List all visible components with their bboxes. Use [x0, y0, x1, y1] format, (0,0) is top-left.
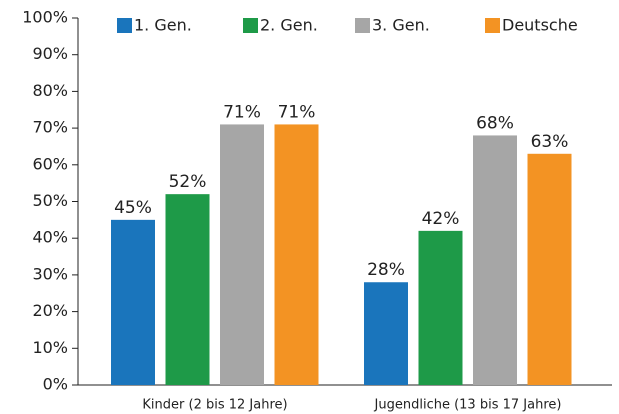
value-label: 63%: [531, 132, 569, 152]
legend-swatch: [355, 18, 370, 33]
y-tick-label: 0%: [43, 375, 68, 394]
y-tick-label: 100%: [22, 8, 68, 27]
y-tick-label: 50%: [32, 191, 68, 210]
value-label: 28%: [367, 260, 405, 280]
value-label: 71%: [278, 102, 316, 122]
value-label: 52%: [169, 172, 207, 192]
y-tick-label: 40%: [32, 228, 68, 247]
bar: [364, 282, 408, 385]
legend-label: 2. Gen.: [260, 16, 318, 35]
bar: [111, 219, 155, 385]
bar: [165, 194, 210, 385]
legend-swatch: [485, 18, 500, 33]
value-label: 45%: [114, 198, 152, 218]
value-label: 71%: [223, 102, 261, 122]
legend-swatch: [243, 18, 258, 33]
bar: [220, 124, 264, 386]
value-label: 68%: [476, 113, 514, 133]
x-tick-label: Kinder (2 bis 12 Jahre): [142, 398, 287, 413]
value-label: 42%: [422, 209, 460, 229]
y-tick-label: 70%: [32, 118, 68, 137]
bar: [274, 124, 319, 386]
bar: [418, 230, 463, 385]
y-tick-label: 10%: [32, 338, 68, 357]
legend-label: 3. Gen.: [372, 16, 430, 35]
legend-swatch: [117, 18, 132, 33]
y-tick-label: 20%: [32, 301, 68, 320]
y-tick-label: 60%: [32, 154, 68, 173]
y-tick-label: 30%: [32, 264, 68, 283]
legend-label: Deutsche: [502, 16, 578, 35]
x-tick-label: Jugendliche (13 bis 17 Jahre): [374, 398, 562, 413]
legend-label: 1. Gen.: [134, 16, 192, 35]
y-tick-label: 80%: [32, 81, 68, 100]
bar: [473, 135, 517, 385]
bar: [527, 153, 572, 385]
y-tick-label: 90%: [32, 44, 68, 63]
